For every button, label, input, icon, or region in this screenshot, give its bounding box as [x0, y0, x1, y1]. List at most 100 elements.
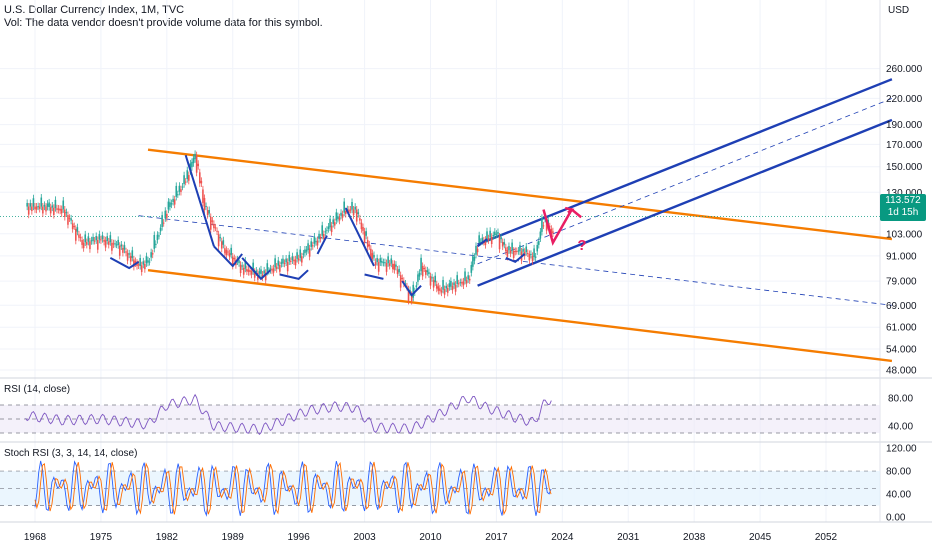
candle-body [415, 285, 418, 288]
candle-body [508, 246, 510, 251]
candle-body [362, 226, 364, 231]
candle-body [117, 239, 119, 246]
candle-body [84, 234, 87, 243]
candle-body [46, 203, 49, 207]
channel-dashed-midline [477, 98, 893, 265]
candle-body [440, 290, 443, 293]
candle-body [79, 237, 82, 239]
grid-lines [0, 0, 880, 522]
price-axis-tick: 150.000 [886, 162, 923, 173]
candle-body [445, 285, 447, 289]
candle-body [379, 258, 382, 263]
candle-body [142, 261, 145, 265]
candle-body [282, 258, 284, 264]
candle-body [467, 275, 469, 280]
time-axis-tick: 2024 [551, 532, 574, 543]
price-axis-tick: 220.000 [886, 94, 923, 105]
time-axis-tick: 2010 [419, 532, 442, 543]
price-axis-tick: 91.000 [886, 251, 917, 262]
candle-body [269, 268, 272, 271]
candle-body [211, 220, 214, 222]
candle-body [486, 231, 488, 239]
candle-body [166, 213, 168, 218]
candle-body [519, 245, 521, 252]
candle-body [539, 231, 542, 239]
candle-body [225, 249, 228, 255]
candle-body [344, 211, 347, 214]
candle-body [228, 253, 231, 257]
candle-body [509, 250, 512, 254]
candle-body [148, 261, 151, 263]
candle-body [147, 260, 149, 263]
candle-body [224, 248, 226, 254]
candle-body [285, 258, 287, 263]
candle-body [363, 231, 366, 243]
candle-body [398, 268, 400, 273]
candle-body [264, 272, 267, 281]
candle-body [175, 185, 178, 197]
candle-body [208, 210, 211, 214]
candle-body [388, 263, 391, 266]
candle-body [42, 206, 44, 214]
blue-swing-stroke [109, 256, 140, 270]
price-axis-currency: USD [888, 5, 909, 16]
candle-body [330, 225, 333, 233]
candle-body [410, 294, 413, 301]
candle-body [355, 209, 358, 222]
stoch-axis-tick: 120.00 [886, 444, 917, 455]
candle-body [231, 256, 234, 266]
candle-body [536, 244, 539, 252]
candle-body [464, 271, 466, 281]
candle-body [288, 254, 291, 262]
candle-body [133, 259, 135, 267]
candle-body [103, 239, 105, 242]
candle-body [26, 202, 28, 207]
candle-body [56, 208, 58, 210]
candle-body [315, 241, 317, 243]
candle-body [233, 258, 236, 260]
candle-body [59, 208, 61, 211]
candle-body [158, 235, 160, 237]
candle-body [137, 264, 140, 266]
candle-body [548, 226, 551, 228]
time-axis-tick: 1982 [156, 532, 179, 543]
candle-body [29, 203, 32, 207]
candle-body [222, 240, 225, 245]
candle-body [341, 214, 344, 218]
candle-body [431, 277, 433, 279]
candle-body [401, 277, 404, 279]
candle-body [296, 252, 298, 259]
projection-arrowhead [564, 206, 575, 214]
time-axis-tick: 1996 [288, 532, 311, 543]
candle-body [454, 284, 457, 292]
blue-swing-stroke [213, 245, 243, 268]
candle-body [197, 163, 200, 167]
candle-body [500, 237, 502, 240]
candle-body [435, 284, 438, 289]
candle-body [184, 181, 187, 183]
last-price-countdown: 1d 15h [887, 207, 919, 218]
candle-body [162, 222, 165, 224]
candle-body [217, 234, 220, 247]
candle-body [241, 265, 243, 267]
stoch-axis-tick: 40.00 [886, 490, 911, 501]
candle-body [465, 280, 468, 284]
candle-body [120, 244, 123, 247]
long-dashed-midline [138, 215, 892, 306]
candle-body [392, 263, 394, 270]
candle-body [517, 250, 520, 252]
candle-body [38, 206, 41, 209]
candle-body [107, 241, 110, 245]
candle-body [186, 170, 189, 180]
candle-body [71, 223, 74, 230]
candle-body [164, 210, 167, 219]
stoch-k-line [34, 460, 552, 517]
blue-swing-stroke [401, 280, 422, 297]
candle-body [122, 247, 124, 253]
stoch-axis-tick: 80.00 [886, 467, 911, 478]
candle-body [351, 201, 353, 210]
candle-body [318, 233, 320, 240]
candle-body [456, 275, 458, 284]
candle-body [159, 227, 162, 232]
